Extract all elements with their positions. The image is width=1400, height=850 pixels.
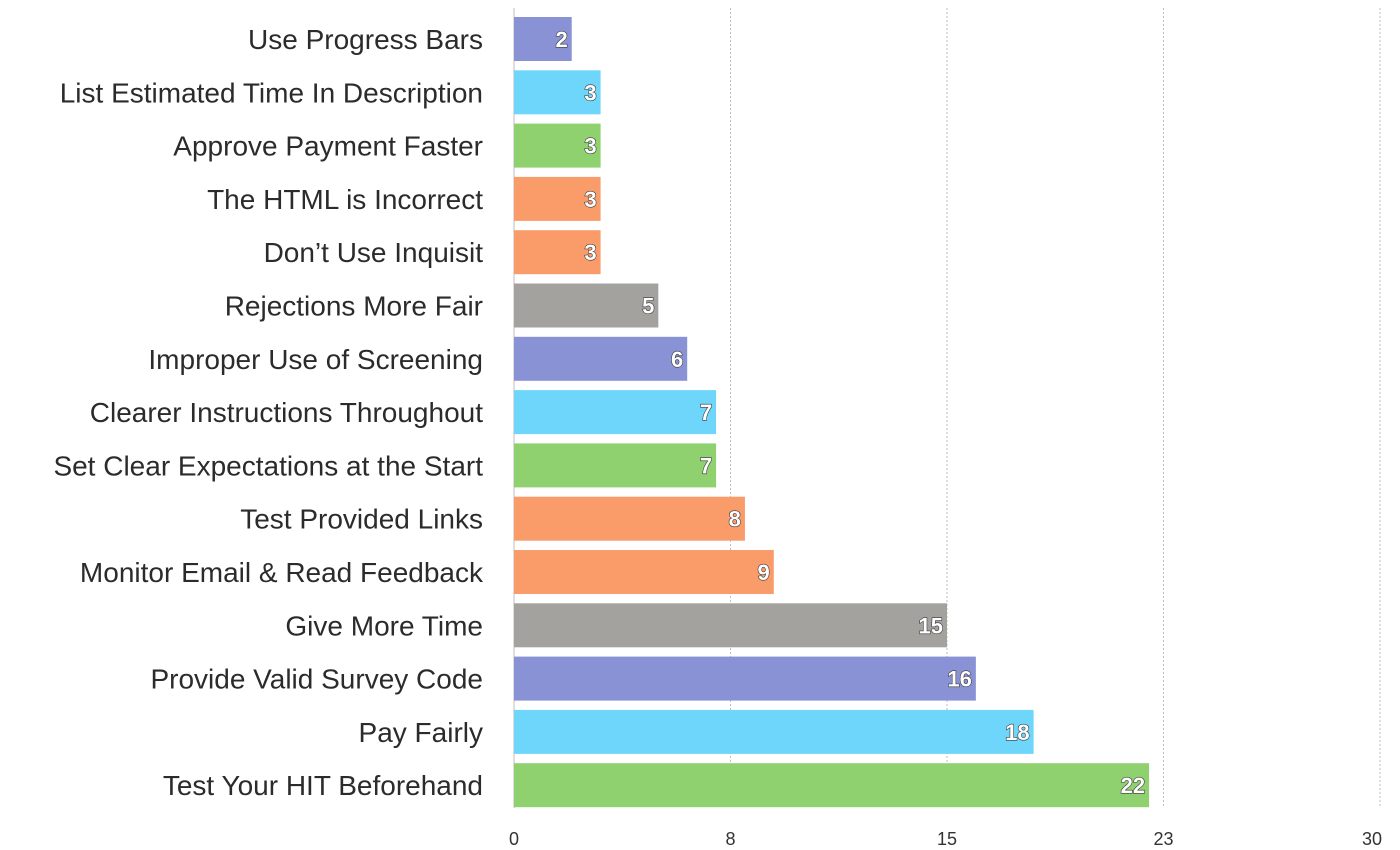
bar	[514, 176, 601, 221]
x-tick-label: 15	[937, 829, 957, 849]
category-label: Clearer Instructions Throughout	[90, 397, 483, 428]
bar	[514, 709, 1034, 754]
category-label: Give More Time	[285, 610, 483, 641]
bar	[514, 283, 659, 328]
x-tick-label: 30	[1362, 829, 1382, 849]
x-tick-label: 0	[509, 829, 519, 849]
x-axis-ticks-layer: 0 8 15 23 30	[509, 829, 1382, 849]
bar	[514, 656, 976, 701]
category-label: Test Your HIT Beforehand	[163, 770, 483, 801]
category-label: Monitor Email & Read Feedback	[80, 557, 484, 588]
data-label: 15	[919, 613, 943, 638]
category-label: Approve Payment Faster	[173, 131, 483, 162]
category-label: Improper Use of Screening	[148, 344, 483, 375]
x-tick-label: 23	[1153, 829, 1173, 849]
data-label: 7	[700, 400, 712, 425]
category-label: Rejections More Fair	[225, 291, 483, 322]
bar	[514, 17, 572, 61]
data-label: 16	[947, 667, 971, 692]
data-label: 9	[758, 560, 770, 585]
bar	[514, 550, 774, 594]
data-label: 2	[555, 27, 567, 52]
category-label: Don’t Use Inquisit	[264, 237, 484, 268]
data-label: 5	[642, 294, 654, 319]
bar	[514, 443, 717, 488]
data-label: 22	[1121, 773, 1145, 798]
bar	[514, 230, 601, 275]
bar	[514, 336, 688, 381]
category-labels-layer: Use Progress Bars List Estimated Time In …	[53, 24, 484, 801]
data-label: 3	[584, 187, 596, 212]
category-label: The HTML is Incorrect	[207, 184, 483, 215]
data-label: 3	[584, 80, 596, 105]
data-label: 8	[729, 507, 741, 532]
bar	[514, 496, 745, 541]
data-label: 7	[700, 453, 712, 478]
category-label: Set Clear Expectations at the Start	[53, 450, 483, 481]
value-labels-layer: 2 3 3 3 3 5 6 7 7 8 9 15 16 18 22	[555, 26, 1146, 798]
category-label: Provide Valid Survey Code	[150, 664, 483, 695]
bar	[514, 70, 601, 115]
bar	[514, 603, 947, 648]
x-tick-label: 8	[725, 829, 735, 849]
data-label: 3	[584, 240, 596, 265]
data-label: 18	[1005, 720, 1029, 745]
category-label: Test Provided Links	[240, 504, 483, 535]
bar	[514, 763, 1150, 808]
data-label: 6	[671, 347, 683, 372]
bars-layer	[514, 17, 1150, 808]
category-label: Use Progress Bars	[248, 24, 483, 55]
category-label: List Estimated Time In Description	[60, 77, 483, 108]
bar	[514, 123, 601, 168]
bar	[514, 390, 717, 435]
data-label: 3	[584, 134, 596, 159]
category-label: Pay Fairly	[359, 717, 483, 748]
